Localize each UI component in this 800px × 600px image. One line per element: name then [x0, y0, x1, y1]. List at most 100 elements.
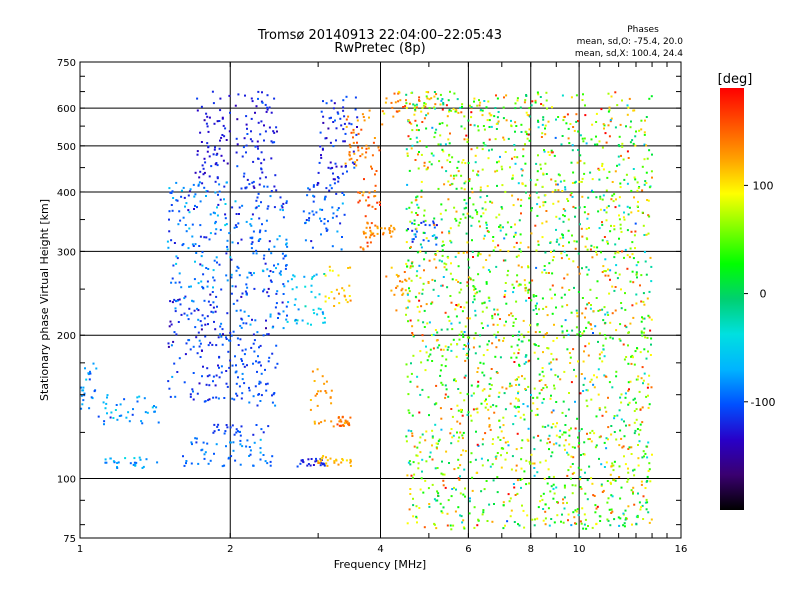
data-point — [476, 146, 479, 149]
data-point — [595, 135, 597, 138]
data-point — [352, 128, 355, 131]
data-point — [499, 226, 502, 229]
data-point — [614, 206, 617, 209]
data-point — [179, 303, 182, 306]
data-point — [624, 509, 627, 512]
data-point — [599, 197, 602, 200]
data-point — [350, 131, 353, 134]
data-point — [512, 325, 515, 327]
data-point — [95, 367, 98, 370]
data-point — [577, 436, 579, 439]
data-point — [610, 95, 613, 98]
data-point — [435, 93, 438, 96]
data-point — [309, 464, 312, 467]
data-point — [294, 298, 297, 301]
data-point — [586, 217, 589, 220]
data-point — [273, 206, 276, 209]
data-point — [444, 393, 447, 396]
data-point — [339, 117, 342, 120]
data-point — [412, 461, 415, 464]
data-point — [484, 208, 487, 211]
data-point — [479, 361, 482, 364]
data-point — [174, 395, 177, 398]
data-point — [313, 380, 316, 382]
data-point — [620, 418, 623, 421]
data-point — [479, 253, 482, 256]
data-point — [619, 182, 622, 185]
data-point — [448, 230, 451, 233]
data-point — [409, 266, 412, 269]
data-point — [625, 517, 627, 520]
data-point — [474, 458, 477, 461]
data-point — [411, 476, 414, 479]
data-point — [466, 317, 469, 320]
data-point — [586, 303, 589, 306]
data-point — [510, 345, 513, 348]
data-point — [495, 346, 498, 349]
data-point — [341, 415, 344, 418]
data-point — [350, 157, 353, 160]
data-point — [586, 389, 589, 392]
data-point — [206, 442, 209, 445]
data-point — [614, 309, 617, 312]
data-point — [639, 508, 642, 511]
data-point — [271, 352, 274, 355]
data-point — [276, 130, 278, 133]
data-point — [489, 200, 492, 203]
data-point — [514, 318, 517, 320]
data-point — [213, 320, 215, 323]
data-point — [478, 345, 481, 348]
data-point — [209, 304, 212, 306]
data-point — [563, 293, 566, 296]
data-point — [526, 514, 529, 517]
data-point — [420, 477, 423, 480]
data-point — [238, 213, 240, 215]
data-point — [416, 203, 419, 206]
data-point — [262, 431, 265, 434]
data-point — [204, 335, 207, 338]
data-point — [168, 325, 171, 328]
data-point — [194, 243, 197, 246]
data-point — [596, 143, 599, 146]
data-point — [527, 246, 530, 249]
data-point — [426, 359, 429, 362]
data-point — [577, 149, 580, 151]
data-point — [427, 239, 430, 242]
data-point — [262, 290, 265, 293]
data-point — [588, 227, 590, 229]
data-point — [224, 127, 227, 130]
data-point — [274, 366, 277, 369]
data-point — [359, 192, 361, 194]
data-point — [648, 316, 651, 319]
data-point — [635, 293, 638, 296]
data-point — [342, 140, 345, 143]
data-point — [647, 470, 650, 472]
data-point — [643, 131, 646, 134]
data-point — [265, 219, 268, 222]
data-point — [175, 255, 178, 258]
data-point — [311, 370, 314, 373]
data-point — [634, 178, 637, 181]
data-point — [116, 418, 119, 421]
data-point — [597, 340, 599, 343]
data-point — [577, 291, 580, 293]
data-point — [260, 364, 262, 367]
data-point — [270, 140, 273, 143]
data-point — [330, 116, 332, 119]
data-point — [500, 466, 503, 469]
data-point — [325, 229, 328, 232]
data-point — [646, 501, 649, 504]
data-point — [477, 129, 480, 132]
data-point — [611, 337, 614, 340]
data-point — [639, 351, 642, 354]
data-point — [643, 158, 646, 161]
data-point — [442, 484, 445, 487]
data-point — [568, 392, 570, 394]
data-point — [563, 179, 566, 182]
data-point — [413, 473, 416, 476]
data-point — [314, 394, 317, 397]
data-point — [567, 469, 570, 472]
data-point — [318, 422, 320, 425]
data-point — [567, 200, 570, 202]
data-point — [550, 297, 553, 300]
